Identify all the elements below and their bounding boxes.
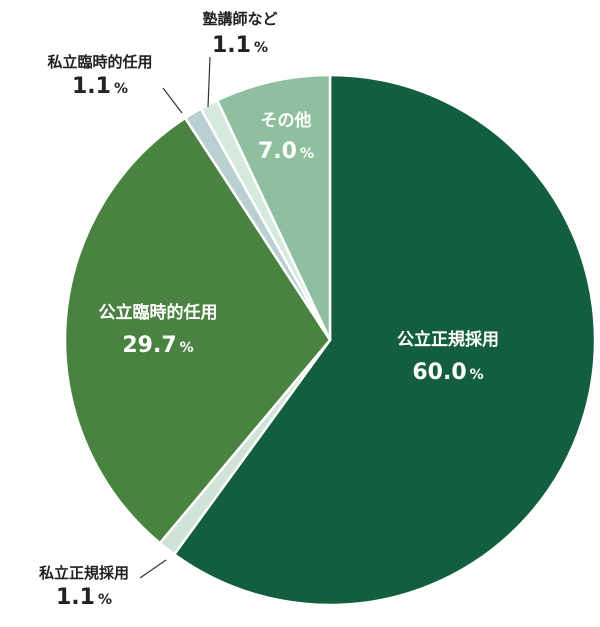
slice-label-value-1: 1.1% [56, 585, 112, 610]
slice-label-value-5: 7.0% [258, 139, 314, 164]
leader-line-3 [162, 87, 183, 114]
slice-label-value-3: 1.1% [72, 74, 128, 99]
slice-label-value-2: 29.7% [122, 333, 193, 358]
pie-slice-2 [63, 116, 332, 545]
leader-lines [139, 56, 211, 579]
leader-line-1 [139, 559, 167, 579]
slice-label-value-0: 60.0% [412, 360, 483, 385]
slice-label-name-2: 公立臨時的任用 [99, 302, 218, 323]
pie-slices [63, 73, 597, 607]
slice-label-name-5: その他 [261, 110, 312, 131]
pie-slice-5 [215, 73, 332, 342]
slice-label-name-3: 私立臨時的任用 [46, 53, 152, 71]
slice-label-value-4: 1.1% [212, 33, 268, 58]
leader-line-4 [207, 56, 211, 108]
slice-label-name-4: 塾講師など [202, 10, 277, 28]
slice-labels: 公立正規採用 60.0 % 私立正規採用 1.1 % 公立臨時的任用 29.7 % 私立臨時的任用… [38, 10, 499, 610]
pie-slice-0 [172, 73, 597, 607]
slice-label-name-0: 公立正規採用 [397, 329, 499, 350]
slice-label-name-1: 私立正規採用 [38, 564, 129, 582]
